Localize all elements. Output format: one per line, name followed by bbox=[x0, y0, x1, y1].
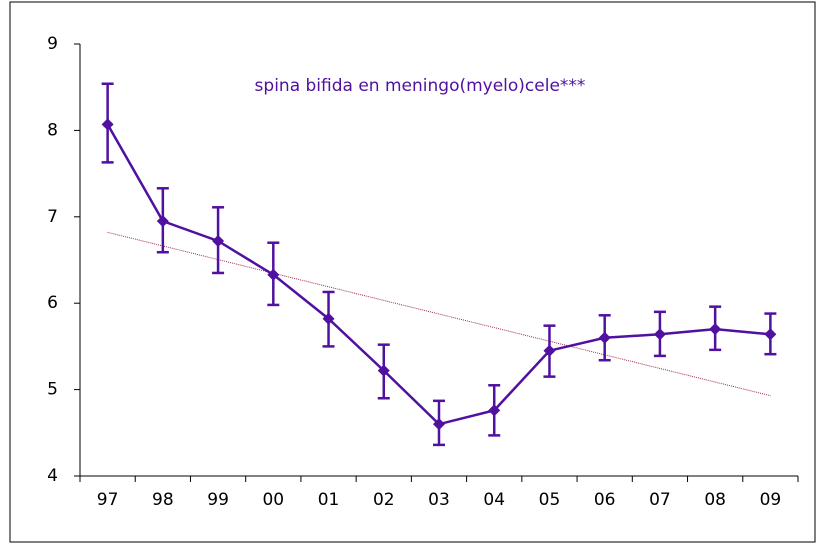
x-tick-label: 08 bbox=[704, 490, 726, 510]
x-tick-label: 03 bbox=[428, 490, 450, 510]
point bbox=[212, 234, 225, 247]
x-tick-label: 02 bbox=[373, 490, 395, 510]
y-tick-label: 8 bbox=[47, 120, 58, 140]
x-tick-label: 06 bbox=[594, 490, 616, 510]
x-tick-label: 99 bbox=[207, 490, 229, 510]
point bbox=[322, 312, 335, 325]
point bbox=[598, 331, 611, 344]
y-tick-label: 6 bbox=[47, 293, 58, 313]
x-tick-label: 00 bbox=[262, 490, 284, 510]
point bbox=[433, 418, 445, 431]
y-tick-label: 4 bbox=[47, 466, 58, 486]
x-tick-label: 05 bbox=[539, 490, 561, 510]
x-tick-label: 01 bbox=[318, 490, 340, 510]
point bbox=[764, 328, 777, 341]
x-tick-label: 97 bbox=[97, 490, 119, 510]
point bbox=[653, 328, 666, 341]
y-tick-label: 5 bbox=[47, 380, 58, 400]
trendline bbox=[107, 231, 771, 397]
point bbox=[101, 118, 114, 131]
point bbox=[267, 268, 280, 281]
point bbox=[156, 215, 169, 228]
x-tick-label: 07 bbox=[649, 490, 671, 510]
x-tick-label: 04 bbox=[483, 490, 505, 510]
chart-title: spina bifida en meningo(myelo)cele*** bbox=[255, 76, 586, 96]
point bbox=[543, 344, 556, 357]
point bbox=[488, 404, 501, 417]
series-line bbox=[106, 123, 771, 426]
point bbox=[709, 323, 722, 336]
y-tick-label: 9 bbox=[47, 34, 58, 54]
x-tick-label: 98 bbox=[152, 490, 174, 510]
point bbox=[377, 364, 390, 377]
x-tick-label: 09 bbox=[760, 490, 782, 510]
frame bbox=[9, 1, 816, 543]
y-tick-label: 7 bbox=[47, 207, 58, 227]
